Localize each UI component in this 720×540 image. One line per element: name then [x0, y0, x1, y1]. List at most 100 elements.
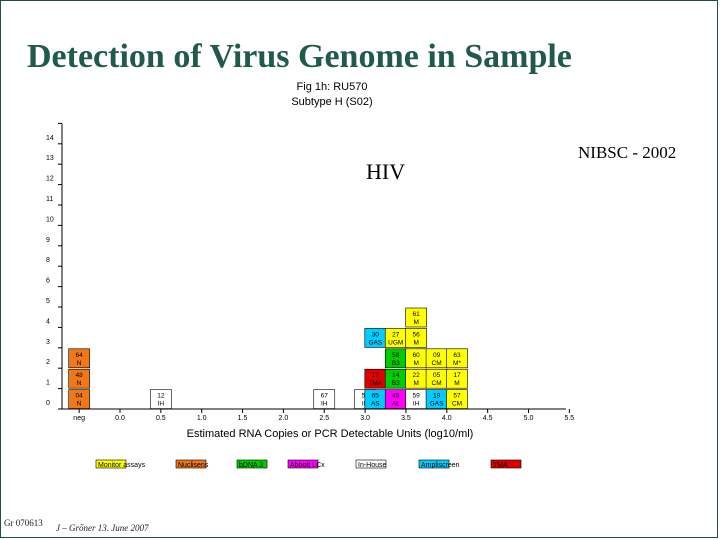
tile-sample-label: 04	[76, 393, 84, 400]
tile-sample-label: 22	[413, 372, 421, 379]
tile-assay-label: IH	[321, 401, 328, 408]
footer-code: Gr 070613	[4, 518, 43, 528]
legend-label: bDNA 3	[239, 462, 263, 469]
x-tick-label: 5.5	[564, 415, 574, 422]
data-tile	[405, 328, 427, 348]
data-tile	[68, 368, 90, 389]
legend-swatch	[355, 459, 387, 469]
data-tile	[405, 307, 427, 328]
tile-assay-label: B3	[392, 380, 400, 387]
tile-assay-label: CM	[452, 401, 462, 408]
y-tick-label: 8	[46, 257, 50, 264]
tile-sample-label: 64	[76, 352, 84, 359]
tile-assay-label: M	[413, 380, 418, 387]
tile-sample-label: 63	[453, 352, 461, 359]
tile-sample-label: 57	[453, 393, 461, 400]
y-tick-label: 4	[46, 318, 50, 325]
tile-assay-label: N	[77, 401, 82, 408]
figure-title-line1: Fig 1h: RU570	[296, 81, 368, 93]
data-tile	[150, 389, 172, 409]
legend-label: Nuclisens	[178, 462, 209, 469]
legend-label: Abbott LCx	[290, 462, 325, 469]
tile-sample-label: 65	[372, 393, 380, 400]
tile-assay-label: TMA	[368, 380, 382, 387]
legend-swatch	[490, 459, 522, 469]
x-tick-label: 0.5	[156, 415, 166, 422]
x-tick-label: 3.0	[360, 415, 370, 422]
x-axis-label: Estimated RNA Copies or PCR Detectable U…	[187, 428, 474, 440]
legend-swatch	[287, 459, 319, 469]
data-tile	[446, 368, 468, 389]
tile-assay-label: CM	[432, 360, 442, 367]
tile-sample-label: 58	[392, 352, 400, 359]
legend-swatch	[236, 459, 268, 469]
slide-title: Detection of Virus Genome in Sample	[27, 38, 572, 75]
legend-label: TMA	[493, 462, 508, 469]
tile-sample-label: 19	[433, 393, 441, 400]
y-tick-label: 3	[46, 339, 50, 346]
tile-assay-label: UGM	[388, 339, 403, 346]
y-tick-label: 11	[46, 196, 53, 203]
legend-swatch	[175, 459, 207, 469]
y-tick-label: 14	[46, 135, 54, 142]
data-tile	[68, 389, 90, 409]
x-tick-label: 5.0	[524, 415, 534, 422]
data-tile	[68, 348, 90, 369]
tile-assay-label: B3	[392, 360, 400, 367]
tile-sample-label: 45	[392, 393, 400, 400]
tile-sample-label: 09	[433, 352, 441, 359]
data-tile	[446, 389, 468, 409]
tile-sample-label: 61	[413, 311, 421, 318]
tile-sample-label: 17	[453, 372, 461, 379]
tile-sample-label: 60	[413, 352, 421, 359]
x-tick-label: 2.0	[279, 415, 289, 422]
tile-assay-label: AS	[371, 401, 380, 408]
data-tile	[313, 389, 336, 409]
x-tick-label: 1.0	[197, 415, 207, 422]
x-tick-label: 1.5	[238, 415, 248, 422]
tile-assay-label: M	[413, 360, 418, 367]
y-tick-label: 1	[46, 380, 50, 387]
y-tick-label: 6	[46, 278, 50, 285]
y-tick-label: 12	[46, 176, 54, 183]
tile-assay-label: IH	[158, 401, 165, 408]
legend-label: Ampliscreen	[421, 462, 460, 469]
virus-label: HIV	[366, 159, 406, 184]
x-tick-label: 4.5	[483, 415, 493, 422]
x-tick-label: 3.5	[401, 415, 411, 422]
legend-label: In-House	[358, 462, 387, 469]
tile-sample-label: 48	[76, 372, 84, 379]
legend-swatch	[95, 459, 127, 469]
x-tick-label: 0.0	[115, 415, 125, 422]
tile-assay-label: GAS	[368, 339, 382, 346]
tile-sample-label: 12	[157, 393, 165, 400]
y-tick-label: 9	[46, 237, 50, 244]
tile-assay-label: CM	[432, 380, 442, 387]
x-tick-label: neg	[73, 415, 85, 422]
tile-sample-label: 59	[413, 393, 421, 400]
tile-sample-label: 30	[372, 331, 380, 338]
tile-assay-label: M	[413, 319, 418, 326]
figure-title-line2: Subtype H (S02)	[291, 96, 373, 108]
tile-sample-label: 67	[321, 393, 329, 400]
tile-assay-label: M	[454, 380, 459, 387]
tile-assay-label: AL	[392, 401, 400, 408]
tile-sample-label: 56	[413, 331, 421, 338]
x-tick-label: 2.5	[319, 415, 329, 422]
x-tick-label: 4.0	[442, 415, 452, 422]
tile-assay-label: IH	[413, 401, 420, 408]
tile-sample-label: 27	[392, 331, 400, 338]
tile-assay-label: N	[77, 380, 82, 387]
tile-sample-label: 05	[433, 372, 441, 379]
tile-assay-label: N	[77, 360, 82, 367]
legend-swatch	[418, 459, 450, 469]
footer-author: J – Grőner 13. June 2007	[56, 523, 149, 533]
y-tick-label: 2	[46, 359, 50, 366]
tile-assay-label: M*	[453, 360, 461, 367]
source-label: NIBSC - 2002	[578, 143, 677, 162]
legend-label: Monitor assays	[98, 462, 146, 469]
data-tile	[446, 348, 468, 369]
tile-assay-label: GAS	[430, 401, 444, 408]
